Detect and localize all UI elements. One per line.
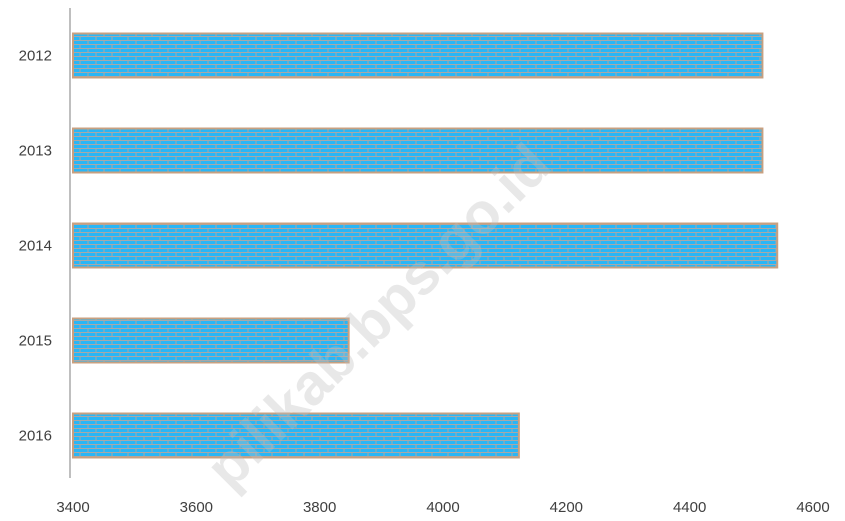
x-tick-label-4600: 4600 bbox=[796, 499, 829, 516]
bar-2016 bbox=[72, 412, 520, 459]
y-tick-label-2012: 2012 bbox=[19, 48, 52, 65]
y-tick-label-2014: 2014 bbox=[19, 238, 52, 255]
y-tick-label-2015: 2015 bbox=[19, 333, 52, 350]
x-tick-label-4400: 4400 bbox=[673, 499, 706, 516]
x-tick-label-3400: 3400 bbox=[56, 499, 89, 516]
y-tick-label-2013: 2013 bbox=[19, 143, 52, 160]
x-tick-label-4000: 4000 bbox=[426, 499, 459, 516]
bar-2014 bbox=[72, 222, 779, 269]
y-tick-label-2016: 2016 bbox=[19, 428, 52, 445]
x-tick-label-3600: 3600 bbox=[180, 499, 213, 516]
bar-2013 bbox=[72, 127, 764, 174]
bar-2012 bbox=[72, 32, 764, 79]
x-tick-label-3800: 3800 bbox=[303, 499, 336, 516]
y-tick-labels: 2012 2013 2014 2015 2016 bbox=[19, 48, 52, 445]
bar-2015 bbox=[72, 317, 350, 364]
bars-group bbox=[72, 32, 779, 459]
x-tick-labels: 3400 3600 3800 4000 4200 4400 4600 bbox=[56, 499, 829, 516]
x-tick-label-4200: 4200 bbox=[550, 499, 583, 516]
